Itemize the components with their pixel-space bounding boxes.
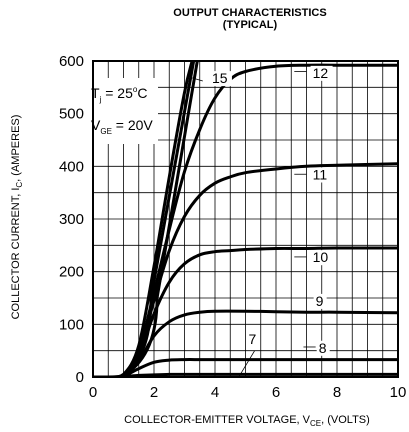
chart-title-line2: (TYPICAL) xyxy=(223,19,278,31)
curve-label-bg xyxy=(316,340,330,356)
curve-label-bg xyxy=(310,250,333,266)
curve-label-leader xyxy=(239,350,255,377)
y-tick-label: 100 xyxy=(59,316,84,333)
curve-labels: 15 12 11 10 9 8 7 xyxy=(192,65,333,377)
x-tick-label: 10 xyxy=(390,384,407,401)
y-tick-label: 200 xyxy=(59,264,84,281)
curve-label-bg xyxy=(310,167,333,183)
curve-label-vge-11: 11 xyxy=(313,167,328,183)
curve-label-bg xyxy=(246,331,260,347)
y-tick-label: 300 xyxy=(59,211,84,228)
curve-label-vge-12: 12 xyxy=(313,65,329,81)
plot-frame xyxy=(92,60,399,378)
curve-label-vge-7: 7 xyxy=(249,331,257,347)
curve-label-bg xyxy=(313,293,327,309)
vge-annotation: VGE = 20V xyxy=(91,117,153,136)
conditions-annotation: Tj = 25oC VGE = 20V xyxy=(84,78,158,144)
tj-annotation: Tj = 25oC xyxy=(91,85,147,104)
x-tick-label: 0 xyxy=(89,384,97,401)
curve-label-vge-10: 10 xyxy=(313,249,329,265)
curve-label-vge-9: 9 xyxy=(316,293,324,309)
y-tick-label: 600 xyxy=(59,53,84,70)
series-line-bundle xyxy=(122,60,199,377)
x-tick-label: 8 xyxy=(333,384,341,401)
curve-label-leader xyxy=(192,77,203,82)
y-tick-label: 500 xyxy=(59,106,84,123)
y-tick-label: 0 xyxy=(76,369,84,386)
curve-label-bg xyxy=(310,65,333,81)
series-line-vge-15 xyxy=(93,60,194,377)
annotation-box xyxy=(84,78,158,144)
x-tick-label: 4 xyxy=(211,384,219,401)
chart-title-line1: OUTPUT CHARACTERISTICS xyxy=(173,7,326,19)
x-axis-label: COLLECTOR-EMITTER VOLTAGE, VCE, (VOLTS) xyxy=(124,414,370,428)
curve-label-vge-8: 8 xyxy=(319,340,327,356)
x-tick-label: 2 xyxy=(150,384,158,401)
y-axis-label: COLLECTOR CURRENT, IC, (AMPERES) xyxy=(10,115,24,320)
curve-label-vge-15: 15 xyxy=(212,70,228,86)
x-tick-label: 6 xyxy=(272,384,280,401)
y-tick-label: 400 xyxy=(59,158,84,175)
curve-label-bg xyxy=(209,71,232,87)
